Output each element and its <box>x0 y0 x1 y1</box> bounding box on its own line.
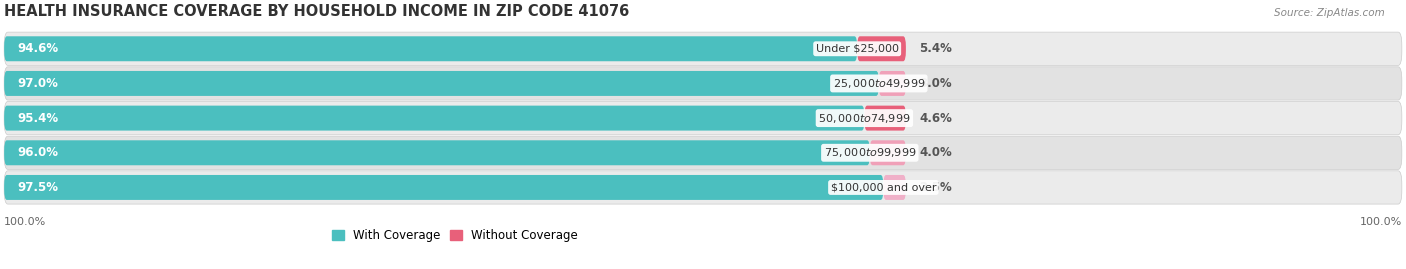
Text: $50,000 to $74,999: $50,000 to $74,999 <box>818 112 911 125</box>
Text: Under $25,000: Under $25,000 <box>815 44 898 54</box>
Text: $75,000 to $99,999: $75,000 to $99,999 <box>824 146 917 159</box>
FancyBboxPatch shape <box>4 71 879 96</box>
Text: 95.4%: 95.4% <box>18 112 59 125</box>
FancyBboxPatch shape <box>4 101 1402 135</box>
FancyBboxPatch shape <box>883 175 905 200</box>
FancyBboxPatch shape <box>870 140 905 165</box>
Text: $100,000 and over: $100,000 and over <box>831 182 936 192</box>
Text: 2.5%: 2.5% <box>920 181 952 194</box>
Text: 97.0%: 97.0% <box>18 77 59 90</box>
Text: 94.6%: 94.6% <box>18 42 59 55</box>
Text: 4.0%: 4.0% <box>920 146 952 159</box>
FancyBboxPatch shape <box>4 136 1402 169</box>
FancyBboxPatch shape <box>858 36 905 61</box>
FancyBboxPatch shape <box>4 140 870 165</box>
Text: 96.0%: 96.0% <box>18 146 59 159</box>
FancyBboxPatch shape <box>865 106 905 130</box>
Text: 3.0%: 3.0% <box>920 77 952 90</box>
Text: 100.0%: 100.0% <box>1360 217 1402 227</box>
Text: HEALTH INSURANCE COVERAGE BY HOUSEHOLD INCOME IN ZIP CODE 41076: HEALTH INSURANCE COVERAGE BY HOUSEHOLD I… <box>4 4 630 19</box>
Text: 97.5%: 97.5% <box>18 181 59 194</box>
Text: 4.6%: 4.6% <box>920 112 952 125</box>
FancyBboxPatch shape <box>879 71 905 96</box>
FancyBboxPatch shape <box>4 36 858 61</box>
Text: $25,000 to $49,999: $25,000 to $49,999 <box>832 77 925 90</box>
Text: 5.4%: 5.4% <box>920 42 952 55</box>
FancyBboxPatch shape <box>4 106 865 130</box>
FancyBboxPatch shape <box>4 171 1402 204</box>
Text: 100.0%: 100.0% <box>4 217 46 227</box>
Text: Source: ZipAtlas.com: Source: ZipAtlas.com <box>1274 8 1385 18</box>
Legend: With Coverage, Without Coverage: With Coverage, Without Coverage <box>328 225 582 247</box>
FancyBboxPatch shape <box>4 175 883 200</box>
FancyBboxPatch shape <box>4 32 1402 65</box>
FancyBboxPatch shape <box>4 67 1402 100</box>
